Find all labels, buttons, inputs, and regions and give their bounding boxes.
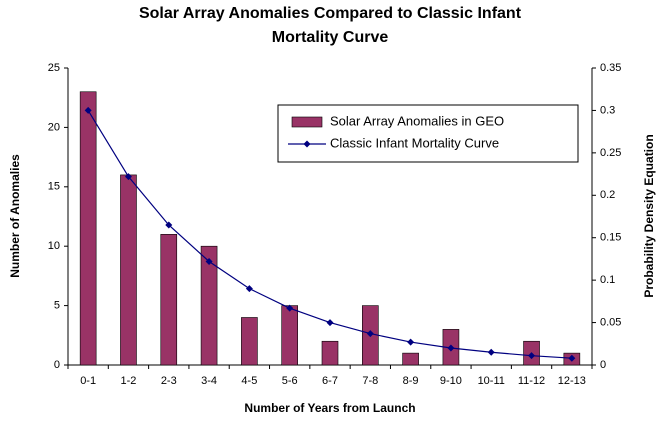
marker — [326, 319, 334, 327]
x-tick-label: 8-9 — [403, 375, 419, 387]
legend-swatch — [291, 116, 323, 128]
legend-label: Solar Array Anomalies in GEO — [330, 113, 504, 128]
y2-tick-label: 0.1 — [600, 274, 615, 286]
x-tick-label: 5-6 — [282, 375, 298, 387]
y2-tick-label: 0.3 — [600, 104, 615, 116]
marker — [205, 257, 213, 265]
y-tick-label: 5 — [54, 300, 60, 312]
marker — [568, 354, 576, 362]
y2-axis-label: Probability Density Equation — [642, 134, 656, 297]
marker — [124, 173, 132, 181]
legend-marker — [303, 140, 311, 148]
legend-box — [277, 104, 579, 163]
x-tick-label: 4-5 — [241, 375, 257, 387]
y-tick-label: 25 — [48, 62, 60, 74]
x-tick-label: 3-4 — [201, 375, 217, 387]
bar — [160, 234, 178, 366]
x-tick-label: 10-11 — [478, 375, 505, 387]
y-tick-label: 10 — [48, 240, 60, 252]
y2-tick-label: 0.05 — [600, 316, 621, 328]
y-tick-label: 20 — [48, 121, 60, 133]
bar — [402, 352, 419, 366]
marker — [407, 338, 415, 346]
y2-tick-label: 0.25 — [600, 147, 621, 159]
y-tick-label: 15 — [48, 181, 60, 193]
bar — [281, 305, 298, 366]
marker — [245, 285, 253, 293]
x-tick-label: 11-12 — [518, 375, 545, 387]
x-tick-label: 2-3 — [161, 375, 177, 387]
x-tick-label: 9-10 — [440, 375, 462, 387]
marker — [366, 330, 374, 338]
x-tick-label: 12-13 — [558, 375, 586, 387]
bar — [79, 91, 97, 366]
marker — [84, 106, 92, 114]
x-tick-label: 1-2 — [121, 375, 137, 387]
marker — [286, 304, 294, 312]
marker — [487, 348, 495, 356]
y-axis-label: Number of Anomalies — [8, 154, 22, 278]
bar — [120, 174, 137, 366]
marker — [447, 344, 455, 352]
y2-tick-label: 0 — [600, 359, 606, 371]
x-tick-label: 7-8 — [362, 375, 378, 387]
y2-tick-label: 0.15 — [600, 232, 621, 244]
y2-tick-label: 0.35 — [600, 62, 621, 74]
bar — [321, 340, 339, 366]
chart-title: Solar Array Anomalies Compared to Classi… — [138, 5, 522, 46]
bar — [241, 317, 258, 366]
marker — [165, 221, 173, 229]
legend-label: Classic Infant Mortality Curve — [330, 135, 499, 150]
x-axis-label: Number of Years from Launch — [244, 401, 415, 415]
y-tick-label: 0 — [54, 359, 60, 371]
y2-tick-label: 0.2 — [600, 189, 615, 201]
bar — [200, 245, 218, 366]
x-tick-label: 6-7 — [322, 375, 338, 387]
x-tick-label: 0-1 — [80, 375, 96, 387]
marker — [528, 352, 536, 360]
